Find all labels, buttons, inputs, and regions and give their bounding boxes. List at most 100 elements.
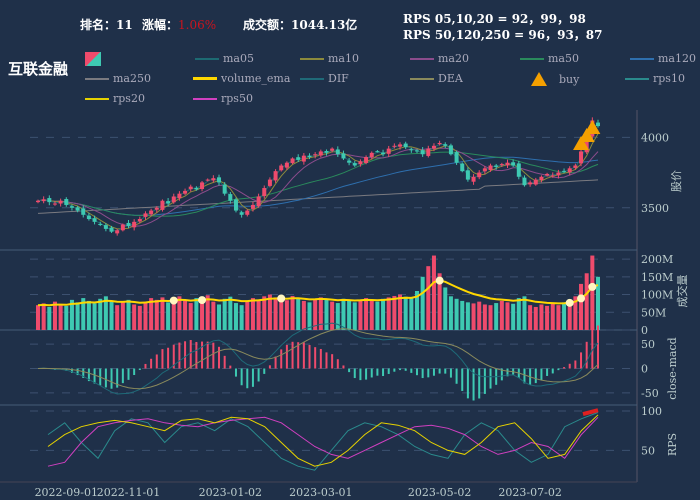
- candle-body: [364, 157, 369, 163]
- macd-bar: [308, 345, 311, 369]
- rps10-line: [47, 412, 599, 471]
- line-swatch-icon: [410, 57, 434, 60]
- candle-body: [290, 158, 295, 164]
- macd-bar: [444, 368, 447, 374]
- candle-body: [267, 179, 272, 186]
- volume-bar: [352, 302, 357, 330]
- macd-bar: [167, 347, 170, 369]
- candle-body: [205, 179, 210, 181]
- volume-bar: [556, 305, 561, 330]
- macd-bar: [314, 347, 317, 369]
- legend-item-DIF[interactable]: DIF: [300, 72, 349, 85]
- macd-bar: [489, 368, 492, 389]
- macd-bar: [376, 368, 379, 376]
- legend-item-buy[interactable]: buy: [523, 72, 579, 86]
- macd-bar: [472, 368, 475, 401]
- volume-bar: [369, 300, 374, 330]
- volume-bar: [132, 304, 137, 330]
- candle-body: [477, 172, 482, 178]
- y-tick-label: 100: [641, 405, 662, 418]
- macd-bar: [257, 368, 260, 382]
- volume-signal-dot: [169, 296, 178, 305]
- x-tick-label: 2023-07-02: [498, 486, 561, 499]
- y-tick-label: 200M: [641, 253, 673, 266]
- legend-item-rps10[interactable]: rps10: [625, 72, 685, 85]
- candle-body: [584, 137, 589, 153]
- volume-bar: [528, 305, 533, 330]
- macd-bar: [404, 368, 407, 371]
- candle-body: [398, 144, 403, 147]
- candle-body: [579, 151, 584, 164]
- candle-body: [177, 193, 182, 199]
- volume-bar: [98, 298, 103, 330]
- candle-body: [132, 221, 137, 228]
- macd-bar: [251, 368, 254, 387]
- volume-bar: [511, 303, 516, 330]
- volume-bar: [307, 302, 312, 330]
- volume-bar: [245, 300, 250, 330]
- legend-item-ma50[interactable]: ma50: [520, 52, 579, 65]
- macd-bar: [110, 368, 113, 389]
- candle-body: [386, 148, 391, 154]
- volume-bar: [539, 304, 544, 330]
- legend-item-ma05[interactable]: ma05: [195, 52, 254, 65]
- macd-bar: [591, 328, 594, 369]
- candle-body: [120, 224, 125, 231]
- legend-label: DEA: [438, 72, 463, 85]
- candle-body: [273, 171, 278, 181]
- volume-bar: [494, 303, 499, 330]
- legend-item-ma120[interactable]: ma120: [630, 52, 696, 65]
- candle-body: [103, 225, 108, 229]
- macd-bar: [597, 325, 599, 369]
- macd-bar: [399, 368, 402, 371]
- legend-item-ma20[interactable]: ma20: [410, 52, 469, 65]
- legend-item-rps20[interactable]: rps20: [85, 92, 145, 105]
- candle-body: [81, 208, 86, 215]
- legend-label: ma05: [223, 52, 254, 65]
- candle-body: [41, 199, 46, 202]
- y-axis-title: 股价: [670, 170, 683, 192]
- candle-body: [245, 210, 250, 215]
- line-swatch-icon: [195, 57, 219, 60]
- legend-item-DEA[interactable]: DEA: [410, 72, 463, 85]
- legend-item-ma10[interactable]: ma10: [300, 52, 359, 65]
- candle-body: [505, 162, 510, 166]
- legend-item-volume_ema[interactable]: volume_ema: [193, 72, 290, 85]
- candle-body: [239, 212, 244, 215]
- legend-item-candle[interactable]: [85, 52, 105, 66]
- volume-bar: [188, 303, 193, 330]
- macd-bar: [82, 368, 85, 378]
- volume-bar: [318, 297, 323, 330]
- candle-body: [573, 165, 578, 168]
- volume-bar: [279, 298, 284, 330]
- candle-body: [86, 215, 91, 220]
- volume-signal-dot: [565, 298, 574, 307]
- legend-item-ma250[interactable]: ma250: [85, 72, 151, 85]
- turnover-value: 1044.13亿: [291, 18, 358, 32]
- line-swatch-icon: [630, 57, 654, 60]
- candle-body: [296, 157, 301, 160]
- macd-bar: [410, 368, 413, 373]
- ma10-line: [37, 133, 599, 230]
- candle-body: [550, 175, 555, 177]
- volume-bar: [86, 300, 91, 330]
- volume-bar: [233, 303, 238, 330]
- volume-bar: [58, 304, 63, 330]
- macd-bar: [285, 344, 288, 369]
- volume-bar: [426, 266, 431, 330]
- rps50-line: [47, 416, 599, 467]
- candle-body: [115, 230, 120, 234]
- candle-body: [596, 122, 600, 127]
- candle-body: [75, 207, 80, 211]
- line-swatch-icon: [85, 77, 109, 80]
- candle-body: [358, 161, 363, 165]
- macd-bar: [568, 363, 571, 369]
- buy-marker: [578, 128, 595, 142]
- volume-bar: [273, 297, 278, 330]
- volume-bar: [364, 298, 369, 330]
- candle-body: [454, 152, 459, 163]
- volume-bar: [550, 303, 555, 330]
- legend-item-rps50[interactable]: rps50: [193, 92, 253, 105]
- line-swatch-icon: [625, 77, 649, 80]
- candle-body: [222, 184, 227, 194]
